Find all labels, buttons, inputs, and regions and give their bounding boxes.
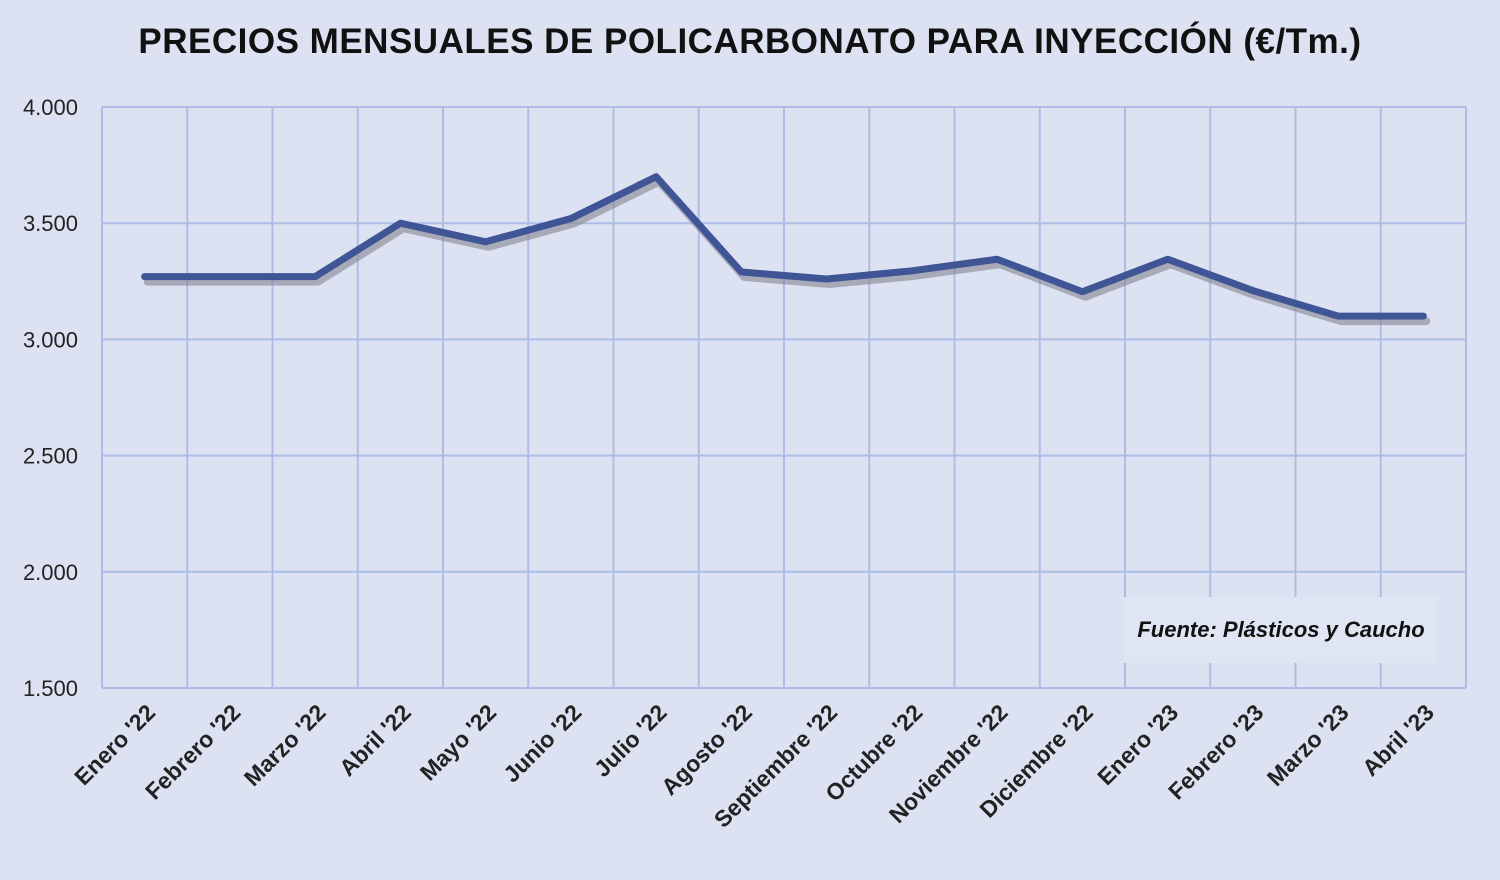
chart-title: PRECIOS MENSUALES DE POLICARBONATO PARA … bbox=[138, 22, 1362, 61]
data-point bbox=[1422, 315, 1425, 318]
data-point bbox=[143, 275, 146, 278]
data-point bbox=[740, 271, 743, 274]
series-line bbox=[141, 173, 1427, 320]
data-point bbox=[825, 277, 828, 280]
x-tick-label: Marzo '22 bbox=[239, 699, 331, 791]
source-annotation-box: Fuente: Plásticos y Caucho bbox=[1124, 597, 1438, 663]
data-point bbox=[1081, 290, 1084, 293]
series-line-shadow bbox=[143, 177, 1431, 326]
series bbox=[141, 173, 1431, 326]
x-tick-label: Marzo '23 bbox=[1262, 699, 1354, 791]
x-tick-label: Abril '23 bbox=[1357, 699, 1439, 781]
data-point bbox=[569, 217, 572, 220]
grid bbox=[101, 106, 1467, 689]
data-point bbox=[655, 175, 658, 178]
data-point bbox=[910, 269, 913, 272]
x-tick-label: Enero '23 bbox=[1092, 699, 1183, 790]
data-point bbox=[996, 258, 999, 261]
data-point bbox=[1337, 315, 1340, 318]
data-point bbox=[228, 275, 231, 278]
y-tick-label: 3.000 bbox=[23, 327, 78, 352]
source-annotation: Fuente: Plásticos y Caucho bbox=[1137, 617, 1425, 642]
x-tick-label: Junio '22 bbox=[498, 699, 586, 787]
x-tick-label: Enero '22 bbox=[69, 699, 160, 790]
data-point bbox=[484, 240, 487, 243]
x-tick-label: Mayo '22 bbox=[415, 699, 501, 785]
data-point bbox=[1251, 289, 1254, 292]
y-tick-label: 1.500 bbox=[23, 676, 78, 701]
y-tick-label: 2.500 bbox=[23, 444, 78, 469]
y-tick-label: 2.000 bbox=[23, 560, 78, 585]
y-tick-label: 3.500 bbox=[23, 211, 78, 236]
x-tick-label: Abril '22 bbox=[334, 699, 416, 781]
data-point bbox=[314, 275, 317, 278]
data-point bbox=[1166, 258, 1169, 261]
data-point bbox=[399, 222, 402, 225]
x-tick-label: Julio '22 bbox=[589, 699, 672, 782]
y-axis-ticks: 1.500 2.000 2.500 3.000 3.500 4.000 bbox=[23, 95, 78, 701]
y-tick-label: 4.000 bbox=[23, 95, 78, 120]
